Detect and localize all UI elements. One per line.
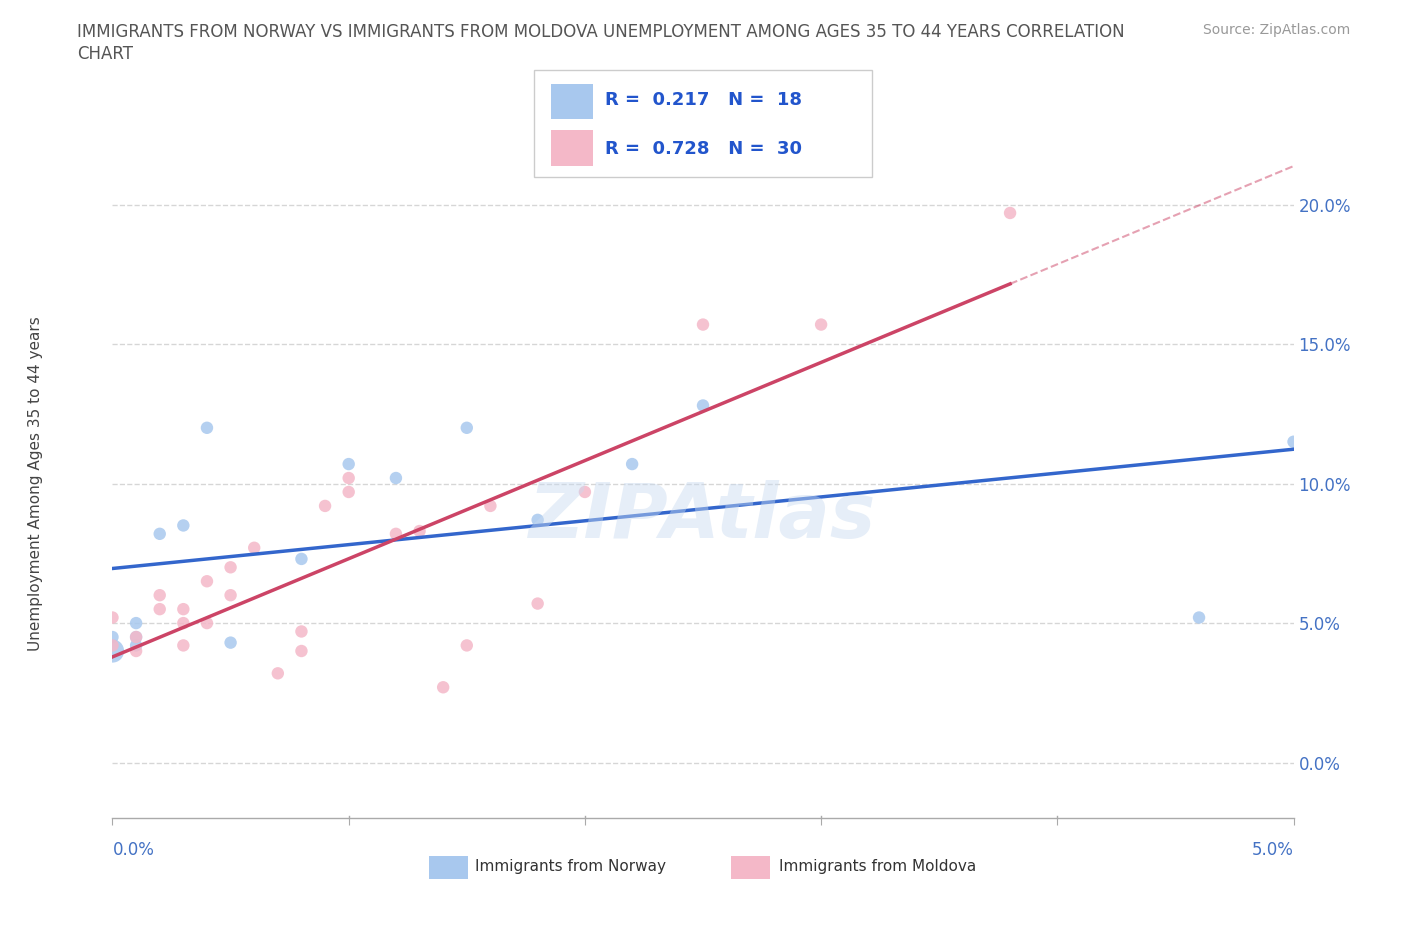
Point [526,596,548,611]
Point [101,638,124,653]
Point [101,610,124,625]
Text: 0.0%: 0.0% [112,841,155,858]
Point [692,317,714,332]
Text: Immigrants from Moldova: Immigrants from Moldova [779,859,976,874]
Point [456,420,478,435]
Point [810,317,832,332]
Point [172,638,194,653]
Point [290,624,312,639]
Point [101,644,124,658]
Text: CHART: CHART [77,45,134,62]
Text: R =  0.217   N =  18: R = 0.217 N = 18 [605,91,801,110]
Point [149,526,172,541]
Point [692,398,714,413]
Text: ZIPAtlas: ZIPAtlas [529,480,877,554]
Text: 5.0%: 5.0% [1251,841,1294,858]
Point [1282,434,1305,449]
Point [195,574,218,589]
Point [998,206,1021,220]
Point [243,540,266,555]
Point [337,457,360,472]
Point [290,551,312,566]
Point [385,471,408,485]
Point [479,498,502,513]
Point [314,498,336,513]
Point [408,524,430,538]
Point [101,630,124,644]
Point [337,471,360,485]
Text: Unemployment Among Ages 35 to 44 years: Unemployment Among Ages 35 to 44 years [28,316,42,651]
Point [125,644,148,658]
Point [574,485,596,499]
Point [149,588,172,603]
Point [125,616,148,631]
Point [290,644,312,658]
Point [195,420,218,435]
Text: Immigrants from Norway: Immigrants from Norway [475,859,666,874]
Point [125,630,148,644]
Point [621,457,644,472]
Point [456,638,478,653]
Point [172,616,194,631]
Point [125,638,148,653]
Point [172,602,194,617]
Point [219,588,242,603]
Point [1188,610,1211,625]
Point [267,666,290,681]
Text: Source: ZipAtlas.com: Source: ZipAtlas.com [1202,23,1350,37]
Point [385,526,408,541]
Point [125,630,148,644]
Point [195,616,218,631]
Point [526,512,548,527]
Text: R =  0.728   N =  30: R = 0.728 N = 30 [605,140,801,158]
Point [149,602,172,617]
Point [432,680,454,695]
Point [172,518,194,533]
Point [219,560,242,575]
Point [219,635,242,650]
Point [337,485,360,499]
Text: IMMIGRANTS FROM NORWAY VS IMMIGRANTS FROM MOLDOVA UNEMPLOYMENT AMONG AGES 35 TO : IMMIGRANTS FROM NORWAY VS IMMIGRANTS FRO… [77,23,1125,41]
